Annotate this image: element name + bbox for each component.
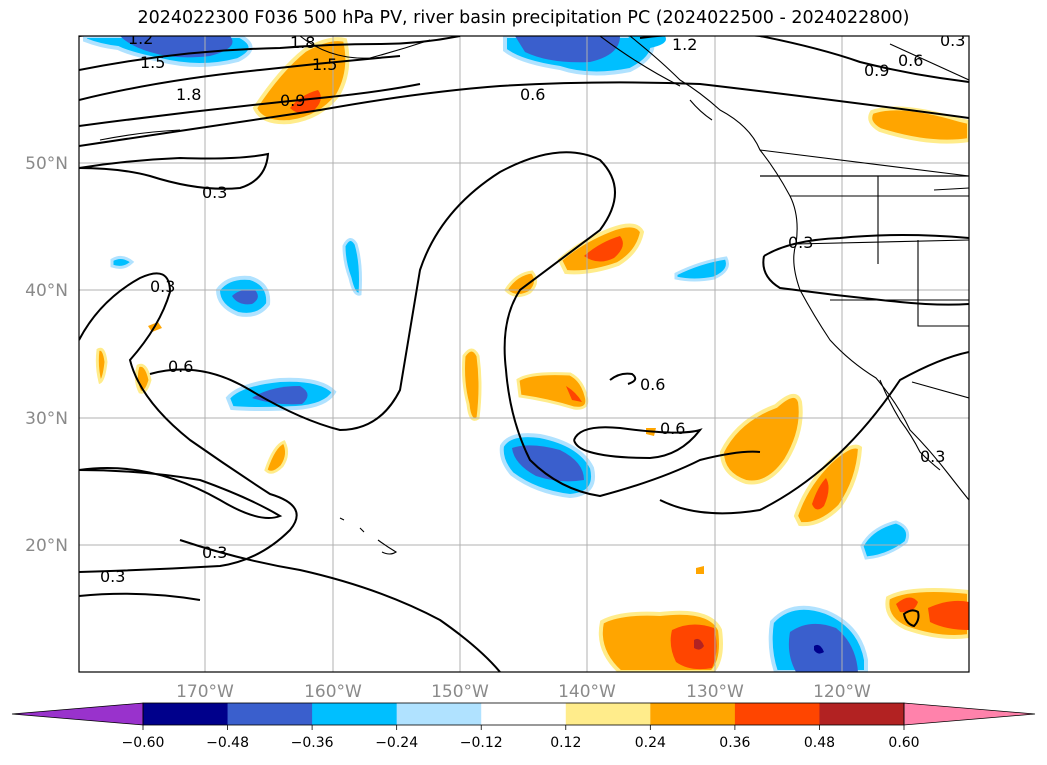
lat-label: 30°N	[25, 409, 68, 429]
coastlines	[99, 36, 969, 555]
contour-label: 0.3	[788, 233, 813, 252]
colorbar-cell	[650, 703, 736, 725]
contour-label: 0.9	[280, 91, 305, 110]
pv-contours	[79, 36, 969, 672]
colorbar-frame	[142, 702, 905, 726]
colorbar: −0.60 −0.48 −0.36 −0.24 −0.12 0.12 0.24 0.36 0.4…	[11, 702, 1036, 751]
contour-label: 0.3	[920, 447, 945, 466]
colorbar-tick-label: −0.12	[460, 735, 503, 751]
colorbar-cell	[143, 703, 229, 725]
colorbar-cell	[481, 703, 567, 725]
lon-label: 130°W	[686, 682, 744, 702]
contour-label: 1.5	[140, 53, 165, 72]
longitude-labels: 170°W 160°W 150°W 140°W 130°W 120°W	[176, 682, 871, 702]
graticule	[79, 36, 969, 672]
colorbar-tick-label: 0.12	[550, 735, 581, 751]
lon-label: 170°W	[176, 682, 234, 702]
contour-labels: 1.2 1.5 1.8 1.8 1.5 0.9 1.2 0.6 0.9 0.6 …	[100, 29, 965, 586]
contour-label: 1.2	[672, 35, 697, 54]
colorbar-tick-label: 0.48	[804, 735, 835, 751]
colorbar-cell	[227, 703, 313, 725]
contour-label: 0.3	[150, 277, 175, 296]
colorbar-cell	[819, 703, 905, 725]
contour-label: 1.5	[312, 55, 337, 74]
lon-label: 160°W	[304, 682, 362, 702]
colorbar-cell	[565, 703, 651, 725]
lon-label: 120°W	[813, 682, 871, 702]
colorbar-cell	[904, 703, 1035, 725]
lon-label: 150°W	[431, 682, 489, 702]
colorbar-tick-label: 0.60	[888, 735, 919, 751]
contour-label: 0.3	[940, 31, 965, 50]
colorbar-cell	[396, 703, 482, 725]
colorbar-tick-label: −0.60	[122, 735, 165, 751]
colorbar-tick-label: 0.36	[719, 735, 750, 751]
lat-label: 50°N	[25, 154, 68, 174]
contour-label: 0.3	[100, 567, 125, 586]
contour-label: 0.6	[898, 51, 923, 70]
contour-label: 0.9	[864, 61, 889, 80]
lat-label: 40°N	[25, 281, 68, 301]
colorbar-cell	[12, 703, 143, 725]
contour-label: 0.6	[640, 375, 665, 394]
colorbar-ticks: −0.60 −0.48 −0.36 −0.24 −0.12 0.12 0.24 0.36 0.4…	[122, 725, 920, 751]
lat-label: 20°N	[25, 536, 68, 556]
map-area: 1.2 1.5 1.8 1.8 1.5 0.9 1.2 0.6 0.9 0.6 …	[79, 29, 969, 672]
colorbar-tick-label: −0.36	[291, 735, 334, 751]
map-frame	[78, 35, 970, 673]
lon-label: 140°W	[558, 682, 616, 702]
colorbar-tick-label: −0.24	[375, 735, 418, 751]
colorbar-cell	[312, 703, 398, 725]
contour-label: 0.3	[202, 543, 227, 562]
colorbar-tick-label: 0.24	[635, 735, 666, 751]
colorbar-cell	[734, 703, 820, 725]
contour-label: 1.8	[290, 33, 315, 52]
contour-label: 0.6	[168, 357, 193, 376]
colorbar-tick-label: −0.48	[206, 735, 249, 751]
contour-label: 0.6	[660, 419, 685, 438]
colorbar-cells	[12, 703, 1035, 725]
contour-label: 1.2	[128, 29, 153, 48]
latitude-labels: 50°N 40°N 30°N 20°N	[25, 154, 68, 556]
contour-label: 1.8	[176, 85, 201, 104]
map-title: 2024022300 F036 500 hPa PV, river basin …	[137, 8, 910, 28]
contour-label: 0.3	[202, 183, 227, 202]
contour-label: 0.6	[520, 85, 545, 104]
